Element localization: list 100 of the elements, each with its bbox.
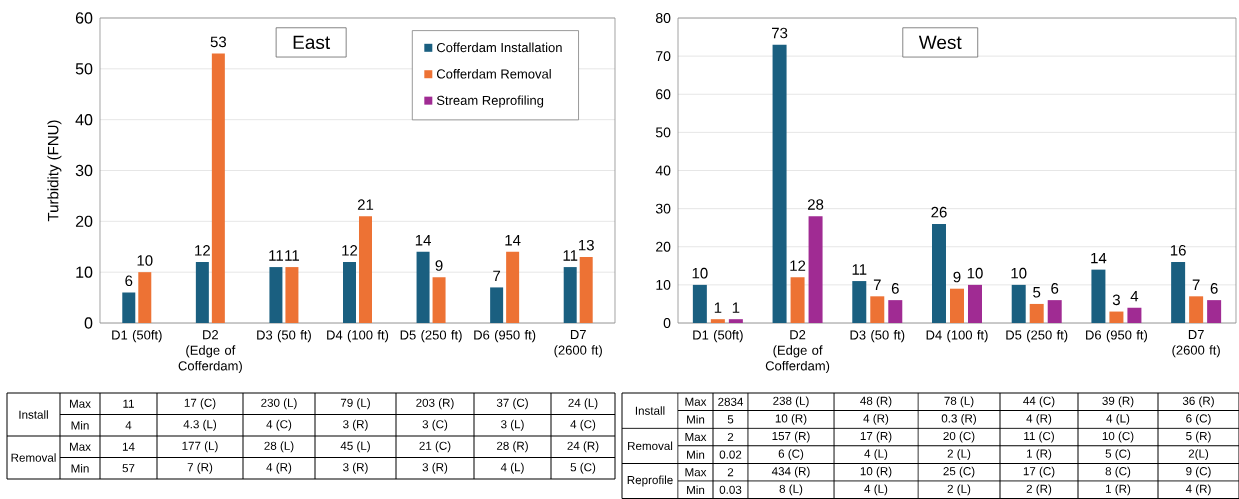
bar <box>1091 269 1106 323</box>
bar <box>342 262 356 323</box>
text: 8 (C) <box>1105 466 1131 478</box>
text: 4 (R) <box>863 414 889 425</box>
x-tick-label: D4 (100 ft) <box>327 330 389 343</box>
bar <box>1207 300 1222 323</box>
text: 10 (R) <box>860 466 892 478</box>
text: 2 <box>727 468 734 477</box>
x-tick-label: D6 (950 ft) <box>1086 330 1148 343</box>
text: 28 (L) <box>264 441 294 453</box>
bar <box>852 281 867 323</box>
text: 11 (C) <box>1024 431 1054 443</box>
data-label: 3 <box>1112 294 1120 306</box>
text: 5 (C) <box>570 462 596 474</box>
data-label: 12 <box>342 245 358 256</box>
y-tick-label: 10 <box>76 266 93 278</box>
data-label: 53 <box>210 36 227 48</box>
x-tick-label: D5 (250 ft) <box>400 330 462 343</box>
text: 37 (C) <box>496 398 528 410</box>
text: 45 (L) <box>340 441 370 453</box>
text: 2 <box>727 432 734 442</box>
text: 0.03 <box>719 485 742 494</box>
x-tick-label: D2 (Edge of Cofferdam) <box>765 330 830 374</box>
text: 28 (R) <box>496 441 528 453</box>
text: Min <box>71 421 89 430</box>
data-label: 16 <box>1170 244 1186 256</box>
text: 4 (L) <box>864 484 888 496</box>
bar <box>563 267 577 323</box>
text: 2834 <box>718 397 744 406</box>
text: 36 (R) <box>1182 396 1214 408</box>
bar <box>808 216 823 323</box>
text: 10 (C) <box>1102 431 1134 443</box>
text: 3 (C) <box>422 419 448 431</box>
data-label: 7 <box>493 270 501 282</box>
bar <box>211 53 225 323</box>
bar <box>1029 303 1044 323</box>
y-tick-label: 40 <box>655 165 671 176</box>
bar <box>888 300 903 323</box>
bar <box>1047 300 1062 323</box>
text: 238 (L) <box>773 396 809 408</box>
text: 24 (L) <box>568 398 598 410</box>
data-label: 1 <box>732 302 740 313</box>
x-tick-label: D6 (950 ft) <box>474 330 536 343</box>
data-label: 11 <box>852 264 867 275</box>
data-label: 28 <box>807 199 824 210</box>
data-label: 10 <box>137 255 153 266</box>
text: 3 (R) <box>422 462 448 474</box>
text: 4 (R) <box>266 462 292 474</box>
y-tick-label: 50 <box>75 63 93 75</box>
bar <box>432 277 446 323</box>
bar <box>269 267 283 323</box>
bar <box>870 296 885 323</box>
data-label: 6 <box>1051 283 1059 294</box>
y-tick-label: 80 <box>655 13 671 23</box>
bar <box>490 287 504 323</box>
text: 78 (L) <box>944 396 974 408</box>
text: 5 (R) <box>1186 431 1211 443</box>
text: 434 (R) <box>771 466 810 478</box>
y-tick-label: 50 <box>655 127 671 138</box>
bar <box>1171 262 1186 323</box>
y-tick-label: 30 <box>75 164 93 177</box>
text: 17 (C) <box>1023 466 1055 478</box>
text: Max <box>69 442 91 451</box>
data-label: 4 <box>1130 291 1139 302</box>
text: 2 (R) <box>1026 484 1052 496</box>
text: Removal <box>628 441 673 451</box>
text: 21 (C) <box>419 441 451 453</box>
text: 4 (L) <box>864 449 888 461</box>
text: 20 (C) <box>943 431 975 443</box>
data-label: 14 <box>1091 252 1107 264</box>
text: 6 (C) <box>778 449 804 461</box>
x-tick-label: D3 (50 ft) <box>257 330 311 343</box>
bar <box>285 267 299 323</box>
bar <box>1127 307 1142 323</box>
data-label: 9 <box>953 271 961 283</box>
bar <box>692 284 707 323</box>
data-label: 11 <box>563 250 578 261</box>
text: 44 (C) <box>1023 396 1055 408</box>
text: 230 (L) <box>261 398 297 410</box>
bar <box>138 272 152 323</box>
text: Removal <box>11 453 56 462</box>
data-label: 6 <box>125 275 133 287</box>
x-tick-label: D3 (50 ft) <box>850 330 905 343</box>
data-label: 14 <box>415 235 431 246</box>
text: 4 (L) <box>500 462 524 474</box>
text: 3 (L) <box>501 419 524 431</box>
text: 4 (C) <box>570 419 596 431</box>
text: 24 (R) <box>567 441 599 453</box>
y-axis-title: Turbidity (FNU) <box>47 120 62 222</box>
text: 2 (L) <box>947 449 971 461</box>
data-label: 13 <box>578 239 594 251</box>
text: Min <box>71 464 89 473</box>
text: 5 (C) <box>1105 449 1131 461</box>
text: Install <box>635 406 665 415</box>
x-tick-label: D1 (50ft) <box>112 330 162 343</box>
bar <box>1011 284 1026 323</box>
legend-label: Stream Reprofiling <box>436 95 544 108</box>
text: 1 (R) <box>1105 484 1131 496</box>
x-tick-label: D7 (2600 ft) <box>554 330 602 358</box>
x-tick-label: D5 (250 ft) <box>1006 330 1068 343</box>
